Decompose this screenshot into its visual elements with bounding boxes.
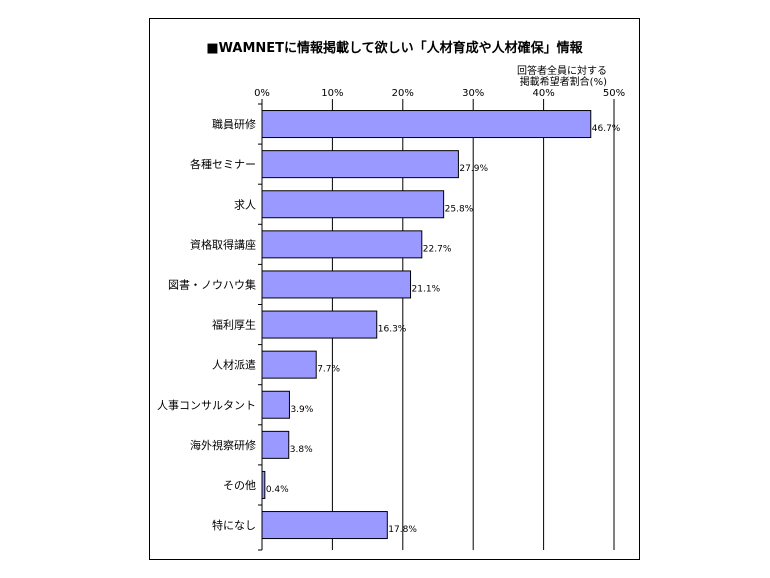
category-label: 特になし (212, 518, 256, 532)
chart-note: 回答者全員に対する 掲載希望者割合(%) (517, 66, 607, 88)
x-tick-label: 10% (321, 88, 343, 99)
bars (261, 110, 592, 540)
value-label: 46.7% (592, 124, 621, 134)
value-label: 7.7% (317, 365, 340, 375)
bar (261, 350, 317, 379)
x-tick-label: 0% (254, 88, 270, 99)
value-label: 21.1% (412, 284, 441, 294)
x-tick-label: 40% (532, 88, 554, 99)
value-label: 16.3% (378, 325, 407, 335)
x-axis-ticks: 0% 10% 20% 30% 40% 50% (254, 88, 625, 551)
category-label: 図書・ノウハウ集 (168, 277, 256, 291)
x-tick-label: 20% (392, 88, 414, 99)
bar (261, 110, 592, 139)
category-label: 福利厚生 (212, 318, 256, 332)
bar (261, 230, 423, 259)
bar (261, 390, 290, 419)
value-label: 0.4% (266, 485, 289, 495)
chart-title: ■WAMNETに情報掲載して欲しい「人材育成や人材確保」情報 (206, 41, 583, 56)
value-label: 25.8% (445, 204, 474, 214)
x-tick-label: 50% (603, 88, 625, 99)
value-label: 27.9% (459, 164, 488, 174)
category-label: 資格取得講座 (190, 237, 256, 251)
value-labels: 46.7% 27.9% 25.8% 22.7% 21.1% 16.3% 7.7% 3.9% 3.… (266, 124, 621, 535)
bar (261, 511, 388, 540)
chart-note-line-2: 掲載希望者割合(%) (519, 77, 607, 88)
category-label: 各種セミナー (190, 157, 256, 171)
bar (261, 430, 290, 459)
value-label: 22.7% (423, 244, 452, 254)
category-label: 人事コンサルタント (157, 399, 256, 412)
bar (261, 150, 459, 179)
value-label: 3.8% (290, 445, 313, 455)
chart-note-line-1: 回答者全員に対する (517, 66, 607, 77)
bar (261, 270, 412, 299)
x-tick-label: 30% (462, 88, 484, 99)
category-label: その他 (223, 479, 256, 492)
bar (261, 190, 445, 219)
category-label: 職員研修 (212, 117, 256, 131)
category-label: 人材派遣 (212, 358, 256, 372)
category-label: 求人 (234, 198, 256, 211)
category-label: 海外視察研修 (190, 438, 256, 452)
bar (261, 310, 378, 339)
value-label: 3.9% (290, 405, 313, 415)
value-label: 17.8% (388, 525, 417, 535)
category-labels: 職員研修各種セミナー求人資格取得講座図書・ノウハウ集福利厚生人材派遣人事コンサル… (157, 117, 256, 532)
